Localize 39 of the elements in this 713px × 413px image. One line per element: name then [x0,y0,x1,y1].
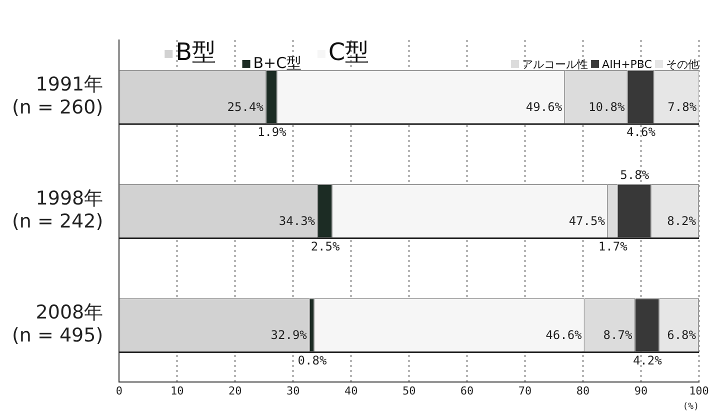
data-label: 5.8% [620,168,650,182]
data-label: 4.6% [626,125,656,140]
x-tick-label: 30 [286,384,300,398]
data-label: 1.7% [598,239,628,254]
legend-label: B型 [176,38,216,66]
data-label: 46.6% [546,328,583,342]
x-tick-label: 50 [402,384,416,398]
data-label: 10.8% [588,100,626,114]
x-tick-label: 80 [576,384,590,398]
legend-label: その他 [666,58,699,71]
x-tick-label: 90 [634,384,648,398]
data-label: 6.8% [667,328,697,342]
data-label: 49.6% [526,100,563,114]
x-tick-label: 60 [460,384,474,398]
legend-label: アルコール性 [522,58,588,71]
data-label: 1.9% [257,125,288,140]
data-label: 8.7% [603,328,633,342]
data-label: 2.5% [310,239,340,254]
legend-label: B+C型 [253,54,302,72]
data-label: 47.5% [568,214,606,228]
data-label: 34.3% [278,214,316,228]
data-label: 7.8% [668,100,698,114]
x-tick-label: 10 [170,384,184,398]
y-tick-label: 1991年 (n = 260) [12,74,104,118]
legend-label: AIH+PBC [602,58,652,71]
data-label: 4.2% [632,353,663,368]
x-tick-label: 0 [116,384,122,398]
x-tick-label: 20 [228,384,242,398]
y-tick-label: 2008年 (n = 495) [12,302,104,347]
data-label: 0.8% [298,353,328,368]
legend-label: C型 [328,38,370,66]
data-label: 25.4% [227,100,264,114]
data-label: 8.2% [667,214,697,228]
x-tick-label: 100 [689,384,709,398]
x-tick-label: 40 [344,384,358,398]
data-label: 32.9% [270,328,308,342]
x-tick-label: 70 [518,384,532,398]
x-axis-title: (%) [682,402,699,412]
y-tick-label: 1998年 (n = 242) [12,188,104,232]
